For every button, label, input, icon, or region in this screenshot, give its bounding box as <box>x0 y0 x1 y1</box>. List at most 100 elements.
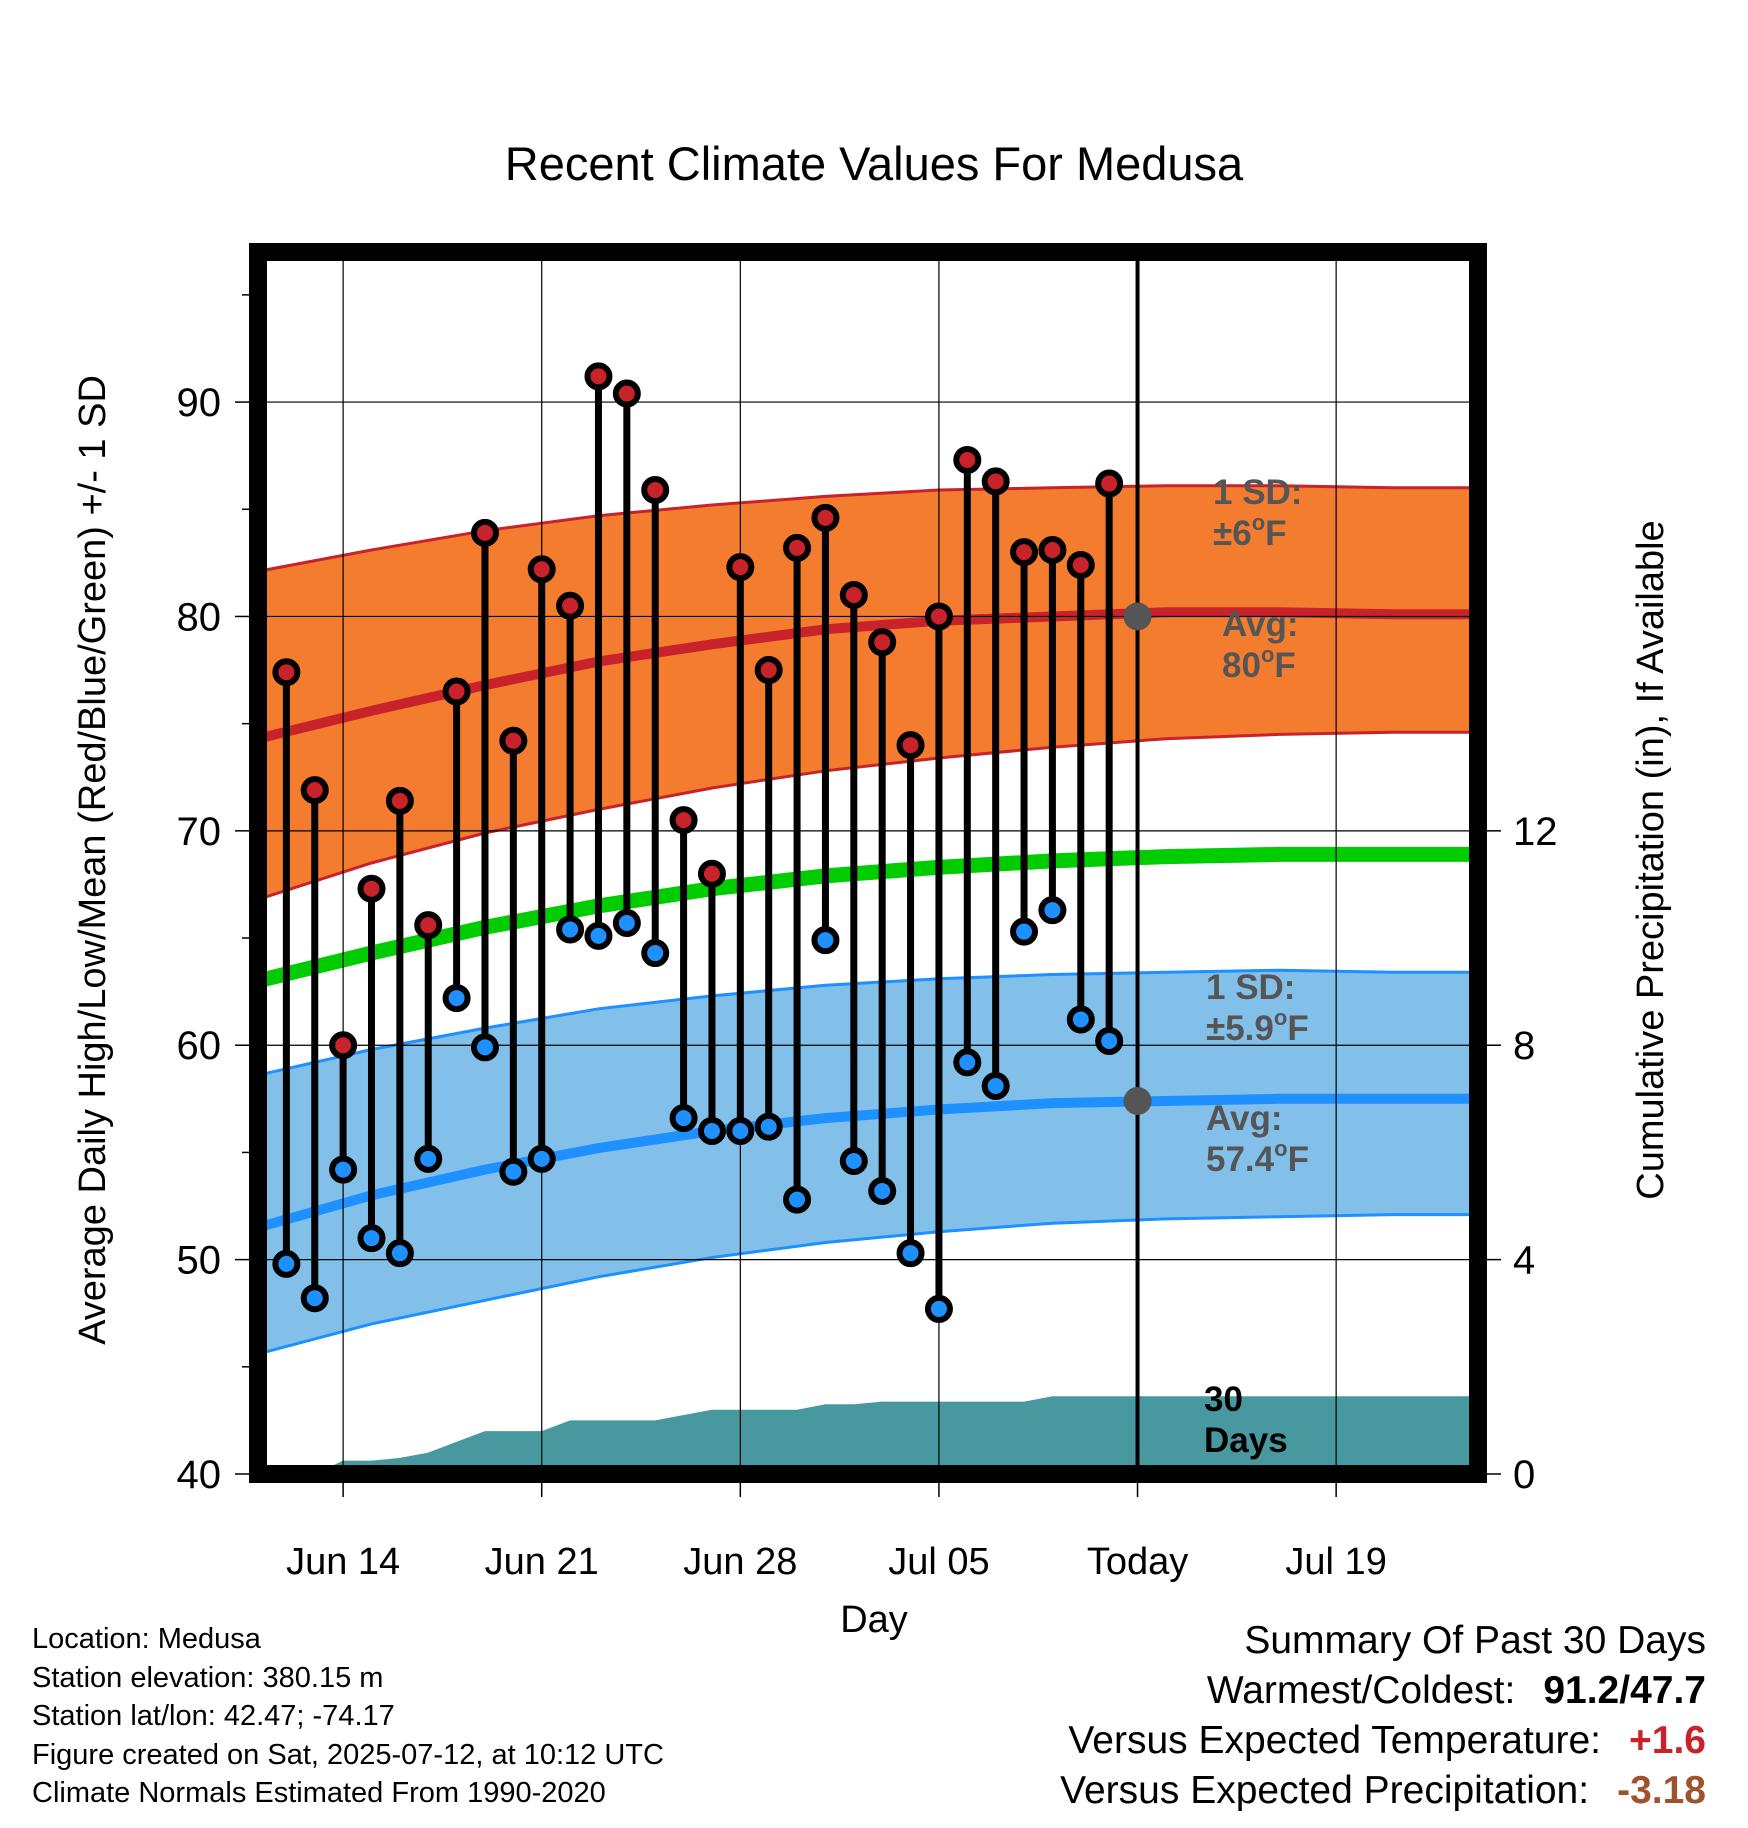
daily-high-point <box>499 726 528 755</box>
daily-high-point <box>385 786 414 815</box>
daily-high-point <box>527 555 556 584</box>
annotation-high-avg-value: 80oF <box>1222 642 1296 685</box>
summary-temp-row: Versus Expected Temperature: +1.6 <box>1060 1716 1706 1766</box>
station-info: Location: Medusa Station elevation: 380.… <box>32 1620 664 1813</box>
normals-text: Climate Normals Estimated From 1990-2020 <box>32 1777 606 1809</box>
daily-high-point <box>953 445 982 474</box>
y2-tick-label: 12 <box>1513 810 1558 854</box>
daily-low-point <box>924 1294 953 1323</box>
daily-high-point <box>556 591 585 620</box>
daily-low-point <box>726 1116 755 1145</box>
daily-low-point <box>556 915 585 944</box>
daily-high-point <box>839 581 868 610</box>
annotation-low-sd-unit: F <box>1287 1009 1308 1048</box>
y2-axis-title: Cumulative Precipitation (in), If Availa… <box>1630 520 1672 1199</box>
x-tick-label: Jul 19 <box>1285 1541 1386 1583</box>
precip-value: -3.18 <box>1617 1769 1706 1812</box>
daily-low-point <box>584 921 613 950</box>
annotation-low-sd: 1 SD:±5.9oF <box>1206 968 1309 1048</box>
low-sd-band-lower <box>257 1213 1478 1356</box>
annotation-low-avg: Avg:57.4oF <box>1206 1099 1309 1179</box>
daily-high-point <box>442 677 471 706</box>
temp-value: +1.6 <box>1629 1719 1706 1762</box>
x-tick-label: Jun 14 <box>286 1541 400 1583</box>
x-tick-label: Jun 28 <box>683 1541 797 1583</box>
daily-high-point <box>272 658 301 687</box>
latlon-text: Station lat/lon: 42.47; -74.17 <box>32 1700 395 1732</box>
daily-high-point <box>470 518 499 547</box>
annotation-low-sd-label: 1 SD: <box>1206 968 1295 1007</box>
annotation-low-avg-degree: o <box>1274 1136 1287 1161</box>
annotation-high-avg-unit: F <box>1274 646 1295 685</box>
daily-low-point <box>300 1284 329 1313</box>
y-tick-label: 50 <box>177 1239 222 1283</box>
y-tick-label: 60 <box>177 1024 222 1068</box>
daily-high-point <box>300 776 329 805</box>
daily-low-point <box>839 1146 868 1175</box>
y2-tick-label: 8 <box>1513 1024 1535 1068</box>
location-text: Location: Medusa <box>32 1623 261 1655</box>
precip-label: Versus Expected Precipitation: <box>1060 1769 1590 1812</box>
daily-low-point <box>329 1155 358 1184</box>
daily-low-point <box>357 1224 386 1253</box>
temp-label: Versus Expected Temperature: <box>1068 1719 1601 1762</box>
x-tick-label: Today <box>1087 1541 1188 1583</box>
daily-low-point <box>697 1116 726 1145</box>
annotation-low-sd-value: ±5.9oF <box>1206 1005 1309 1048</box>
y-tick-label: 70 <box>177 810 222 854</box>
high-sd-band-upper <box>257 484 1478 573</box>
today-high-marker <box>1123 602 1152 631</box>
daily-high-point <box>1066 551 1095 580</box>
y2-tick-label: 4 <box>1513 1239 1535 1283</box>
high-sd-band-fill <box>258 485 1478 900</box>
annotation-high-sd-degree: o <box>1252 510 1265 535</box>
daily-low-point <box>499 1157 528 1186</box>
warmest-value: 91.2/47.7 <box>1543 1669 1706 1712</box>
y-tick-label: 90 <box>177 381 222 425</box>
daily-high-point <box>1095 469 1124 498</box>
days-label-number: 30 <box>1204 1380 1243 1419</box>
plot-frame <box>249 243 1487 1483</box>
daily-high-point <box>783 533 812 562</box>
annotation-high-sd-unit: F <box>1265 514 1286 553</box>
annotation-high-avg-degree: o <box>1261 642 1274 667</box>
daily-low-point <box>272 1249 301 1278</box>
daily-low-point <box>1038 896 1067 925</box>
elevation-text: Station elevation: 380.15 m <box>32 1661 384 1694</box>
daily-high-point <box>1010 538 1039 567</box>
annotation-low-avg-value: 57.4oF <box>1206 1136 1309 1179</box>
daily-low-point <box>811 926 840 955</box>
daily-high-point <box>896 731 925 760</box>
precip-area <box>258 1396 1478 1474</box>
daily-high-point <box>584 362 613 391</box>
annotation-low-avg-unit: F <box>1288 1140 1309 1179</box>
daily-high-point <box>612 379 641 408</box>
summary-precip-row: Versus Expected Precipitation: -3.18 <box>1060 1766 1706 1816</box>
daily-low-point <box>896 1239 925 1268</box>
annotation-high-sd-label: 1 SD: <box>1213 473 1302 512</box>
daily-high-point <box>868 628 897 657</box>
daily-high-point <box>329 1031 358 1060</box>
summary-panel: Summary Of Past 30 Days Warmest/Coldest:… <box>1060 1616 1706 1816</box>
today-low-marker <box>1123 1086 1152 1115</box>
daily-high-point <box>641 475 670 504</box>
daily-low-point <box>442 984 471 1013</box>
annotation-high-avg-label: Avg: <box>1222 605 1298 644</box>
daily-low-point <box>470 1033 499 1062</box>
daily-low-point <box>527 1144 556 1173</box>
daily-low-point <box>981 1071 1010 1100</box>
daily-high-point <box>357 874 386 903</box>
daily-low-point <box>385 1239 414 1268</box>
y-tick-label: 40 <box>177 1453 222 1497</box>
daily-high-point <box>924 602 953 631</box>
annotation-high-sd: 1 SD:±6oF <box>1213 473 1302 553</box>
daily-low-point <box>612 909 641 938</box>
x-tick-label: Jul 05 <box>888 1541 989 1583</box>
daily-low-point <box>868 1177 897 1206</box>
chart-title: Recent Climate Values For Medusa <box>505 137 1244 190</box>
daily-low-point <box>1010 917 1039 946</box>
x-tick-label: Jun 21 <box>485 1541 599 1583</box>
daily-low-point <box>783 1185 812 1214</box>
days-label-word: Days <box>1204 1421 1288 1460</box>
